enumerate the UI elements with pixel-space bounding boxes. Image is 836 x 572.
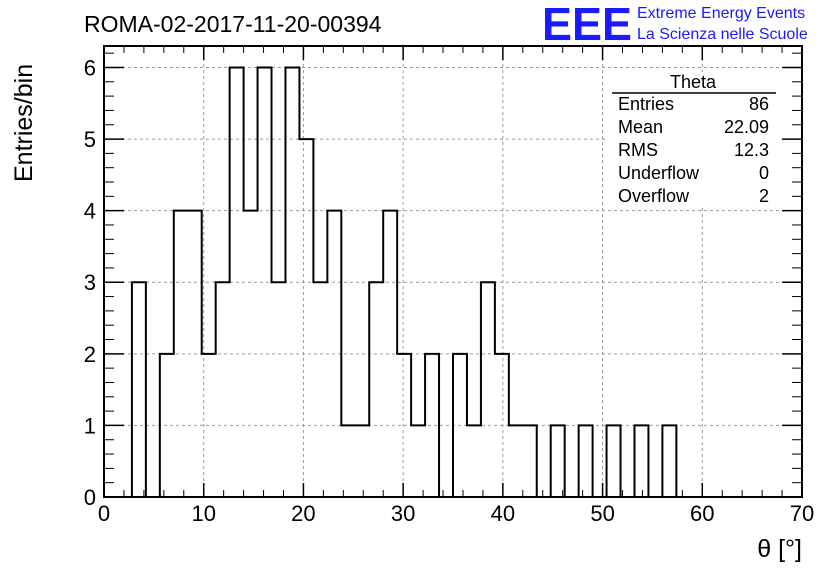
stats-row-label: Entries — [618, 94, 674, 114]
run-title: ROMA-02-2017-11-20-00394 — [84, 11, 382, 37]
x-tick-label: 60 — [690, 501, 714, 526]
plot-frame — [103, 45, 803, 498]
eee-logo-mark: EEE — [542, 0, 632, 50]
eee-logo: EEE Extreme Energy Events La Scienza nel… — [542, 0, 808, 50]
x-tick-label: 30 — [391, 501, 415, 526]
y-tick-label: 4 — [84, 199, 96, 224]
y-tick-label: 6 — [84, 55, 96, 80]
stats-row-value: 12.3 — [734, 140, 769, 160]
stats-row-value: 86 — [749, 94, 769, 114]
stats-row-value: 2 — [759, 186, 769, 206]
stats-row-value: 0 — [759, 163, 769, 183]
x-tick-labels: 0 10 20 30 40 50 60 70 — [98, 501, 814, 526]
x-tick-label: 10 — [191, 501, 215, 526]
x-tick-label: 50 — [590, 501, 614, 526]
x-tick-label: 40 — [491, 501, 515, 526]
eee-logo-line2: La Scienza nelle Scuole — [637, 26, 808, 43]
stats-row-label: RMS — [618, 140, 658, 160]
y-tick-label: 3 — [84, 270, 96, 295]
histogram-outline — [104, 66, 802, 498]
stats-row-value: 22.09 — [724, 117, 769, 137]
y-tick-label: 2 — [84, 342, 96, 367]
x-tick-label: 0 — [98, 501, 110, 526]
y-tick-label: 1 — [84, 413, 96, 438]
y-axis-label: Entries/bin — [10, 64, 38, 182]
y-tick-label: 0 — [84, 485, 96, 510]
eee-logo-line1: Extreme Energy Events — [637, 5, 805, 22]
stats-row-label: Overflow — [618, 186, 690, 206]
x-axis-label: θ [°] — [757, 535, 802, 563]
x-tick-label: 70 — [790, 501, 814, 526]
y-tick-labels: 0 1 2 3 4 5 6 — [84, 55, 96, 510]
stats-box-background — [607, 72, 781, 208]
axis-ticks — [103, 46, 803, 498]
stats-box-title: Theta — [670, 72, 717, 92]
stats-row-label: Underflow — [618, 163, 700, 183]
x-tick-label: 20 — [291, 501, 315, 526]
stats-row-label: Mean — [618, 117, 663, 137]
stats-box: Theta Entries 86 Mean 22.09 RMS 12.3 Underflow… — [607, 72, 781, 208]
y-tick-label: 5 — [84, 127, 96, 152]
